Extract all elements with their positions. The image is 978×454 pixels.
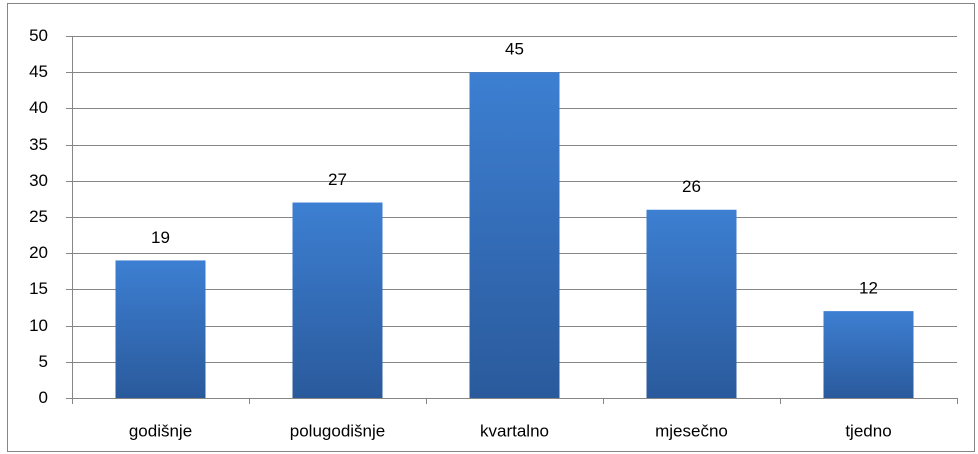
data-label: 45 <box>505 40 524 59</box>
y-tick-label: 5 <box>39 352 48 371</box>
x-tick-label: mjesečno <box>655 421 728 440</box>
bar <box>646 209 737 398</box>
x-tick-label: polugodišnje <box>290 421 385 440</box>
y-tick-label: 10 <box>29 316 48 335</box>
data-label: 26 <box>682 177 701 196</box>
bar <box>823 311 914 398</box>
y-tick-label: 45 <box>29 62 48 81</box>
data-label: 19 <box>151 228 170 247</box>
x-tick-label: godišnje <box>129 421 192 440</box>
x-tick-label: kvartalno <box>480 421 549 440</box>
y-tick-label: 40 <box>29 98 48 117</box>
y-tick-label: 30 <box>29 171 48 190</box>
y-tick-label: 25 <box>29 207 48 226</box>
y-tick-label: 50 <box>29 26 48 45</box>
y-tick-label: 20 <box>29 243 48 262</box>
bar <box>469 72 560 398</box>
data-label: 12 <box>859 279 878 298</box>
bar <box>292 202 383 398</box>
y-tick-label: 0 <box>39 388 48 407</box>
y-tick-label: 35 <box>29 135 48 154</box>
bar <box>115 260 206 398</box>
y-tick-label: 15 <box>29 279 48 298</box>
data-label: 27 <box>328 170 347 189</box>
x-tick-label: tjedno <box>845 421 891 440</box>
